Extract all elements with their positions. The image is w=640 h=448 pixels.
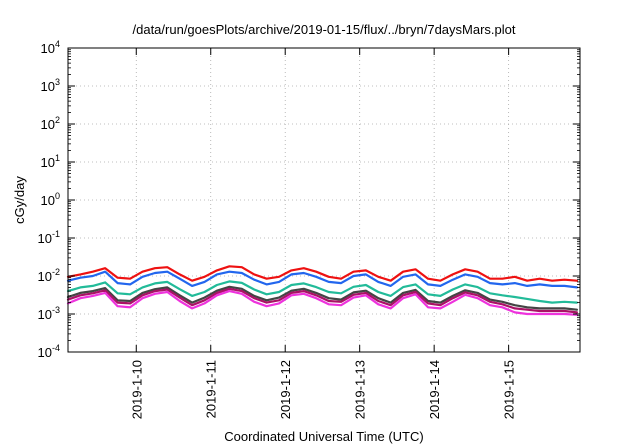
y-tick-label: 102 — [41, 115, 60, 132]
y-tick-label: 10-1 — [38, 229, 60, 246]
grid — [68, 48, 580, 352]
series-line-5 — [66, 287, 579, 314]
y-tick-label: 10-2 — [38, 267, 60, 284]
y-tick-label: 104 — [41, 39, 60, 56]
x-tick-label: 2019-1-12 — [278, 360, 293, 419]
x-tick-label: 2019-1-10 — [129, 360, 144, 419]
x-tick-label: 2019-1-11 — [204, 360, 219, 418]
y-tick-label: 10-4 — [38, 343, 60, 360]
x-axis-label: Coordinated Universal Time (UTC) — [224, 429, 423, 444]
series-line-3 — [66, 280, 579, 304]
x-axis: 2019-1-10 2019-1-11 2019-1-12 2019-1-13 2019… — [129, 48, 517, 419]
x-tick-label: 2019-1-13 — [353, 360, 368, 419]
x-tick-label: 2019-1-15 — [502, 360, 517, 419]
series-line-4 — [66, 285, 579, 311]
y-axis: 10-4 10-3 10-2 10-1 100 101 102 103 104 — [38, 39, 580, 360]
y-tick-label: 100 — [41, 191, 60, 208]
series-line-2 — [66, 270, 579, 289]
series-line-1 — [66, 265, 579, 282]
y-tick-label: 10-3 — [38, 305, 60, 322]
y-tick-label: 103 — [41, 77, 60, 94]
series-layer — [66, 265, 579, 316]
chart-title: /data/run/goesPlots/archive/2019-01-15/f… — [133, 22, 516, 37]
x-tick-label: 2019-1-14 — [427, 360, 442, 419]
y-tick-label: 101 — [41, 153, 60, 170]
y-axis-label: cGy/day — [12, 176, 27, 224]
series-line-6 — [66, 290, 579, 316]
